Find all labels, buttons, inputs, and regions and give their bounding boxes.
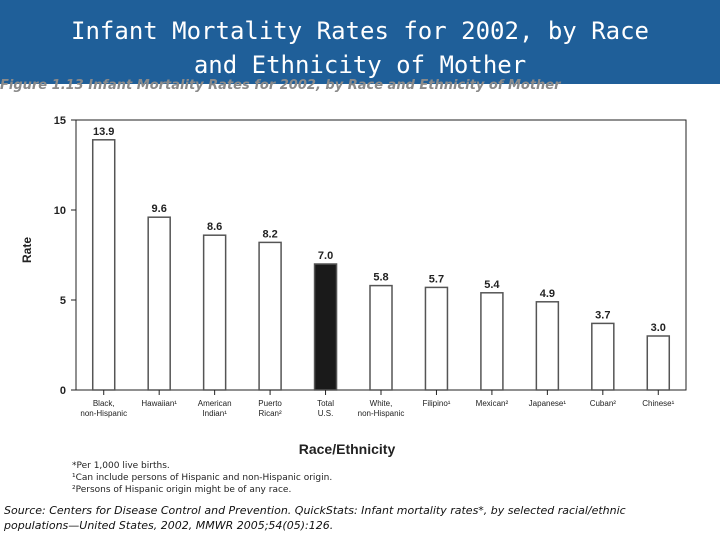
bar — [424, 286, 449, 391]
bar — [480, 292, 504, 391]
y-tick-label: 5 — [60, 295, 66, 307]
y-tick-label: 15 — [54, 115, 66, 127]
x-tick-label: Black, non-Hispanic — [80, 399, 127, 418]
source-line-1: Source: Centers for Disease Control and … — [4, 504, 626, 517]
bars: 13.9 9.6 8.6 8.2 7.0 5.8 5.7 5.4 4.9 3.7 3.0 — [91, 126, 671, 391]
y-tick-label: 0 — [60, 385, 66, 397]
bar-value-label: 7.0 — [318, 250, 333, 262]
footnote-hispanic-any-race: ²Persons of Hispanic origin might be of … — [72, 485, 292, 495]
y-tick-label: 10 — [54, 205, 66, 217]
x-tick-label: Mexican² — [476, 399, 509, 408]
bar — [147, 216, 171, 391]
bar-value-label: 5.8 — [373, 272, 388, 284]
bar-value-label: 8.6 — [207, 221, 222, 233]
bar-value-label: 4.9 — [540, 288, 555, 300]
x-axis-label: Race/Ethnicity — [299, 441, 396, 457]
slide-title-line-2: and Ethnicity of Mother — [193, 51, 527, 79]
source-line-2: populations—United States, 2002, MMWR 20… — [4, 519, 334, 532]
bar-value-label: 3.7 — [595, 309, 610, 321]
bar — [591, 322, 615, 391]
y-axis: 0 5 10 15 — [54, 115, 76, 397]
footnote-per-1000: *Per 1,000 live births. — [72, 461, 170, 471]
bar-value-label: 5.7 — [429, 273, 444, 285]
bar-value-label: 3.0 — [651, 322, 666, 334]
x-tick-label: Cuban² — [590, 399, 617, 408]
bar — [258, 241, 282, 391]
bar-value-label: 13.9 — [93, 126, 114, 138]
footnotes: *Per 1,000 live births. ¹Can include per… — [72, 460, 672, 496]
bar — [313, 263, 338, 391]
bar — [646, 335, 671, 391]
footnote-hispanic-and-non-hispanic: ¹Can include persons of Hispanic and non… — [72, 473, 333, 483]
x-tick-label: Japanese¹ — [529, 399, 567, 408]
bar — [202, 234, 227, 391]
slide-title-line-1: Infant Mortality Rates for 2002, by Race — [71, 17, 649, 45]
x-tick-label: Puerto Rican² — [258, 399, 282, 418]
bar-chart: 0 5 10 15 13.9 9.6 8.6 8.2 7.0 5.8 5.7 5.4 4.9 3.7 3.… — [20, 115, 687, 457]
source-citation: Source: Centers for Disease Control and … — [4, 503, 720, 533]
bar-value-label: 5.4 — [484, 279, 500, 291]
x-tick-label: Total U.S. — [317, 399, 334, 418]
slide-title: Infant Mortality Rates for 2002, by Race… — [0, 14, 720, 82]
x-tick-label: Hawaiian¹ — [141, 399, 177, 408]
x-tick-label: Filipino¹ — [422, 399, 450, 408]
bar-value-label: 8.2 — [262, 228, 277, 240]
x-tick-label: American Indian¹ — [198, 399, 232, 418]
y-axis-label: Rate — [20, 237, 34, 263]
bar — [369, 284, 393, 391]
x-axis: Black, non-Hispanic Hawaiian¹ American India… — [80, 390, 675, 418]
title-bar — [0, 0, 720, 84]
bar — [91, 139, 116, 391]
bar — [535, 301, 560, 391]
x-tick-label: White, non-Hispanic — [358, 399, 405, 418]
bar-value-label: 9.6 — [152, 203, 167, 215]
x-tick-label: Chinese¹ — [642, 399, 674, 408]
figure-caption: Figure 1.13 Infant Mortality Rates for 2… — [0, 78, 561, 93]
